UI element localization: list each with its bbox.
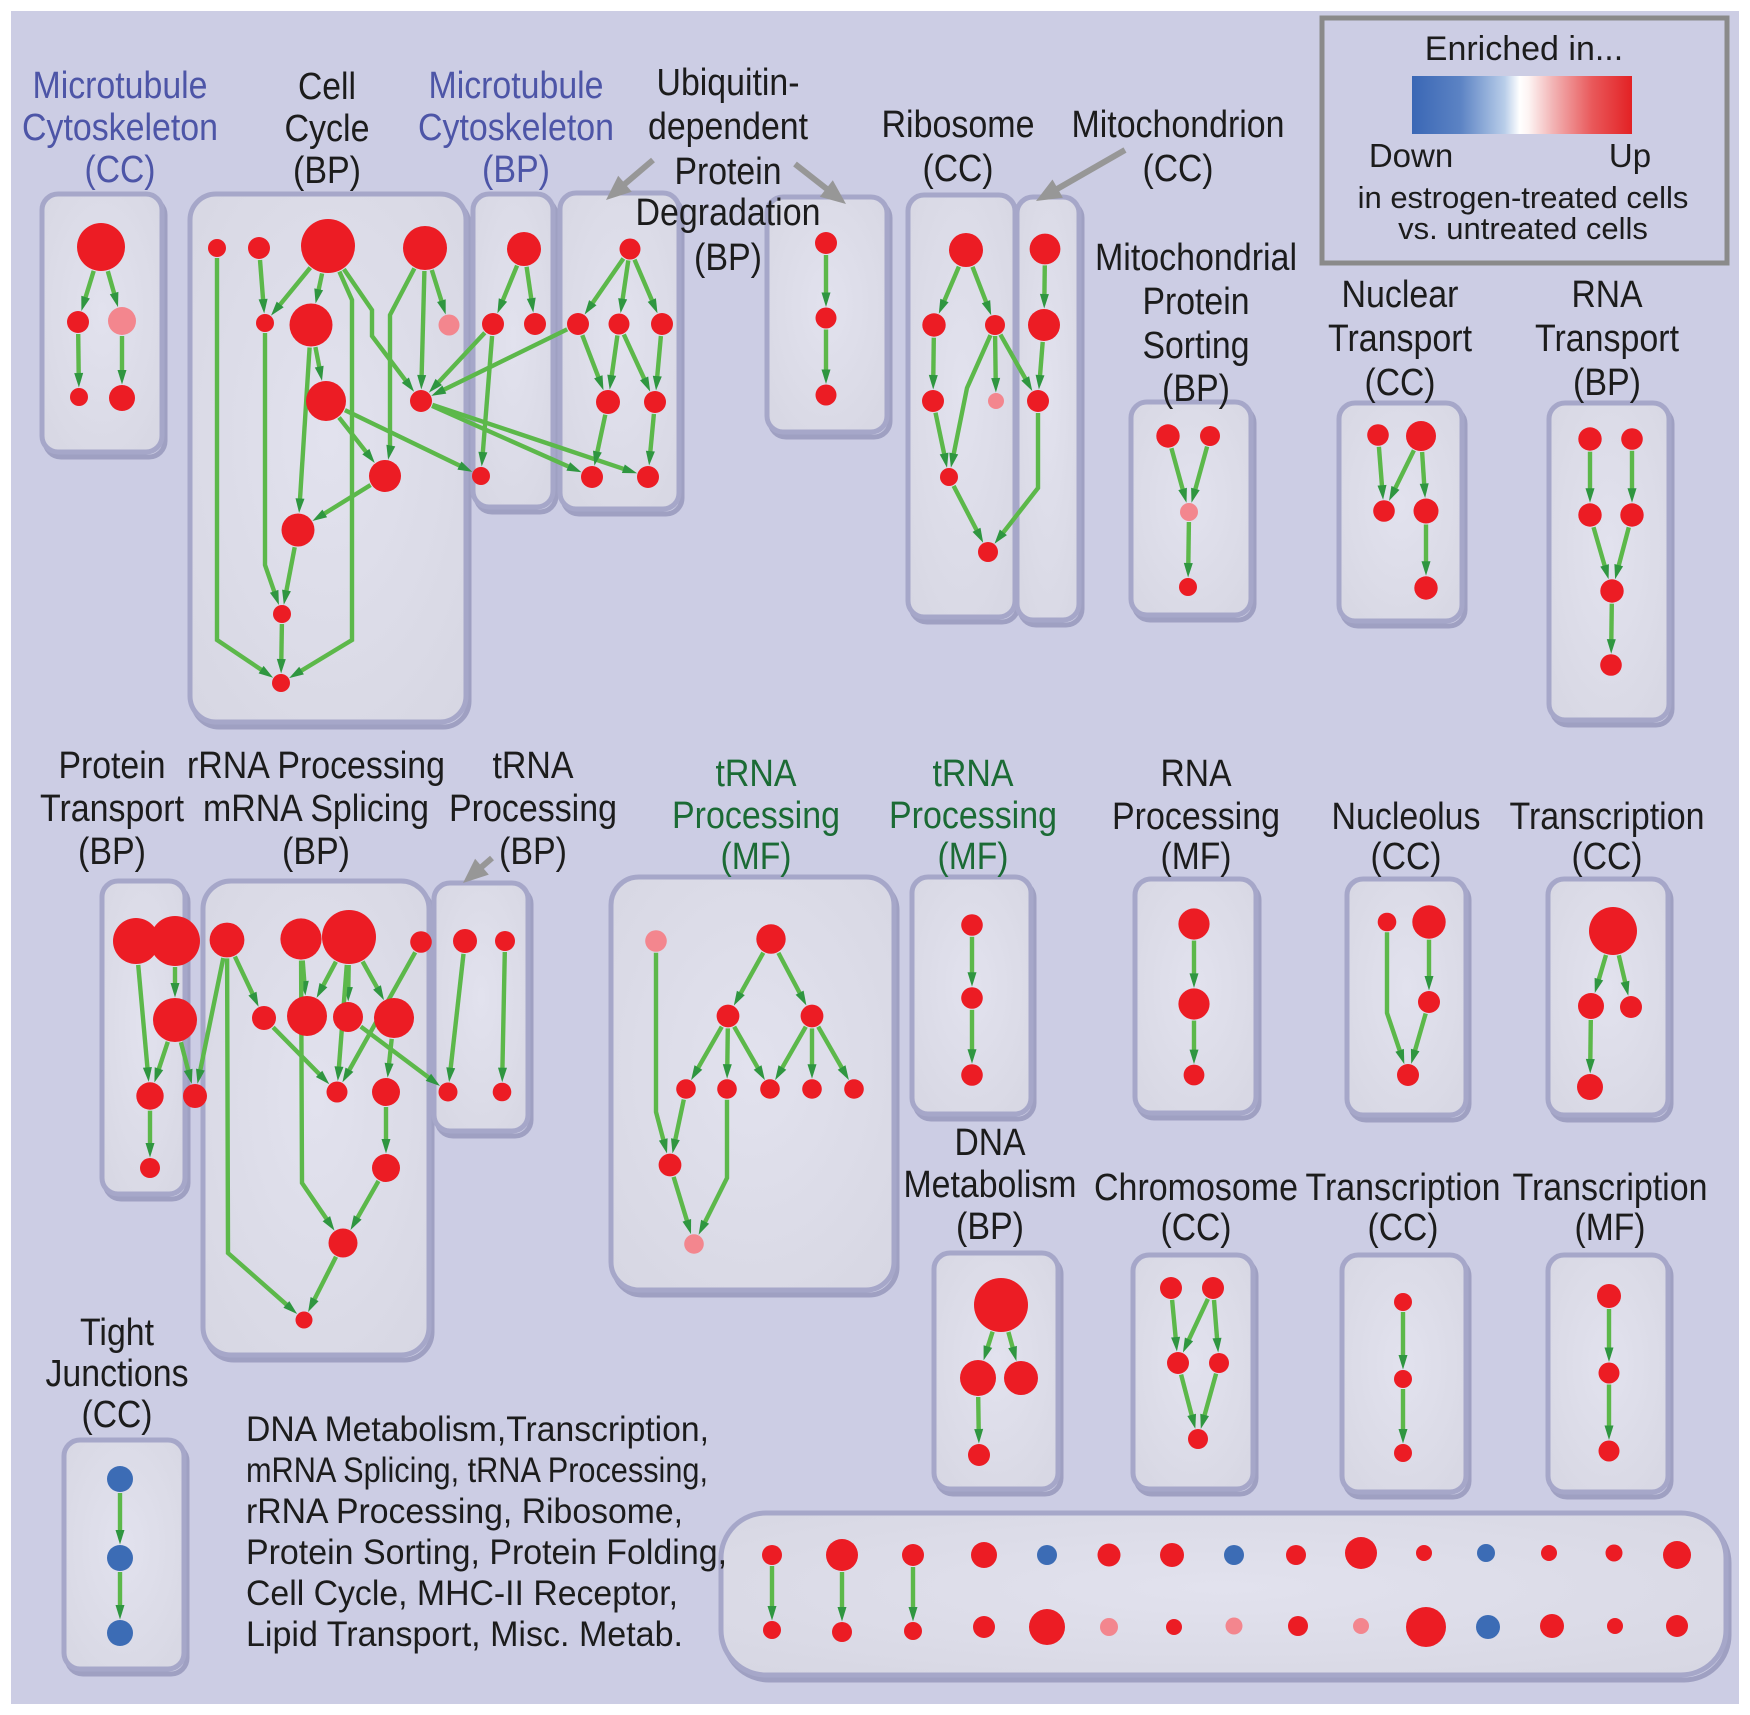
svg-text:Protein: Protein (675, 151, 782, 193)
svg-text:Cell: Cell (298, 66, 356, 108)
svg-text:rRNA Processing: rRNA Processing (187, 745, 445, 787)
svg-text:Transcription: Transcription (1306, 1167, 1501, 1209)
svg-text:(CC): (CC) (1161, 1207, 1232, 1249)
svg-text:(MF): (MF) (1575, 1207, 1646, 1249)
svg-text:tRNA: tRNA (493, 745, 575, 787)
svg-text:(MF): (MF) (721, 836, 792, 878)
svg-text:Transport: Transport (1328, 318, 1472, 360)
svg-text:rRNA Processing, Ribosome,: rRNA Processing, Ribosome, (246, 1492, 683, 1531)
svg-text:Protein: Protein (1143, 281, 1250, 323)
svg-text:Up: Up (1609, 137, 1651, 174)
svg-text:Degradation: Degradation (636, 192, 821, 234)
svg-text:(CC): (CC) (85, 149, 156, 191)
svg-text:tRNA: tRNA (933, 753, 1015, 795)
svg-text:RNA: RNA (1161, 753, 1233, 795)
svg-text:Cell Cycle, MHC-II Receptor,: Cell Cycle, MHC-II Receptor, (246, 1574, 678, 1613)
svg-text:mRNA Splicing: mRNA Splicing (203, 788, 429, 830)
svg-text:(CC): (CC) (1371, 836, 1442, 878)
svg-text:Mitochondrion: Mitochondrion (1072, 104, 1285, 146)
svg-text:Enriched in...: Enriched in... (1425, 30, 1623, 68)
svg-text:Nucleolus: Nucleolus (1332, 796, 1481, 838)
svg-text:Ribosome: Ribosome (882, 104, 1035, 146)
svg-text:Processing: Processing (1112, 796, 1280, 838)
svg-text:Processing: Processing (449, 788, 617, 830)
svg-text:DNA: DNA (955, 1122, 1027, 1164)
svg-text:Microtubule: Microtubule (429, 65, 604, 107)
svg-text:Junctions: Junctions (46, 1353, 189, 1395)
svg-text:(BP): (BP) (499, 831, 567, 873)
svg-text:(CC): (CC) (1365, 362, 1436, 404)
svg-text:Metabolism: Metabolism (904, 1164, 1077, 1206)
svg-text:Lipid Transport, Misc. Metab.: Lipid Transport, Misc. Metab. (246, 1615, 683, 1654)
svg-text:RNA: RNA (1572, 274, 1644, 316)
svg-text:(BP): (BP) (956, 1206, 1024, 1248)
svg-text:Transport: Transport (1535, 318, 1679, 360)
svg-text:Protein Sorting, Protein Foldi: Protein Sorting, Protein Folding, (246, 1533, 727, 1572)
svg-text:(BP): (BP) (1162, 368, 1230, 410)
svg-text:Microtubule: Microtubule (33, 65, 208, 107)
svg-text:(CC): (CC) (82, 1394, 153, 1436)
svg-text:(BP): (BP) (1573, 362, 1641, 404)
svg-text:(CC): (CC) (1572, 836, 1643, 878)
svg-text:Down: Down (1369, 137, 1453, 174)
svg-text:in estrogen-treated cells: in estrogen-treated cells (1358, 180, 1689, 215)
svg-text:Chromosome: Chromosome (1094, 1167, 1298, 1209)
svg-text:(BP): (BP) (694, 237, 762, 279)
svg-text:Cytoskeleton: Cytoskeleton (22, 107, 218, 149)
svg-text:dependent: dependent (648, 106, 808, 148)
svg-text:Processing: Processing (889, 795, 1057, 837)
svg-text:Processing: Processing (672, 795, 840, 837)
svg-text:Cytoskeleton: Cytoskeleton (418, 107, 614, 149)
svg-text:(CC): (CC) (1368, 1207, 1439, 1249)
svg-text:Transport: Transport (40, 788, 184, 830)
svg-text:Transcription: Transcription (1510, 796, 1705, 838)
svg-text:(BP): (BP) (78, 831, 146, 873)
svg-text:(MF): (MF) (1161, 836, 1232, 878)
svg-text:(MF): (MF) (938, 836, 1009, 878)
svg-text:Mitochondrial: Mitochondrial (1095, 237, 1297, 279)
svg-text:Transcription: Transcription (1513, 1167, 1708, 1209)
svg-text:(BP): (BP) (293, 150, 361, 192)
svg-text:mRNA Splicing, tRNA Processing: mRNA Splicing, tRNA Processing, (246, 1451, 708, 1490)
svg-text:Cycle: Cycle (285, 108, 370, 150)
svg-text:(BP): (BP) (282, 831, 350, 873)
svg-text:Ubiquitin-: Ubiquitin- (657, 62, 800, 104)
svg-text:(BP): (BP) (482, 149, 550, 191)
svg-text:tRNA: tRNA (716, 753, 798, 795)
svg-text:Sorting: Sorting (1143, 325, 1250, 367)
svg-text:(CC): (CC) (1143, 148, 1214, 190)
svg-text:Nuclear: Nuclear (1342, 274, 1459, 316)
svg-text:Tight: Tight (80, 1312, 154, 1354)
svg-text:vs. untreated cells: vs. untreated cells (1398, 211, 1648, 246)
svg-text:Protein: Protein (59, 745, 166, 787)
svg-text:(CC): (CC) (923, 148, 994, 190)
svg-text:DNA Metabolism,Transcription,: DNA Metabolism,Transcription, (246, 1410, 709, 1449)
